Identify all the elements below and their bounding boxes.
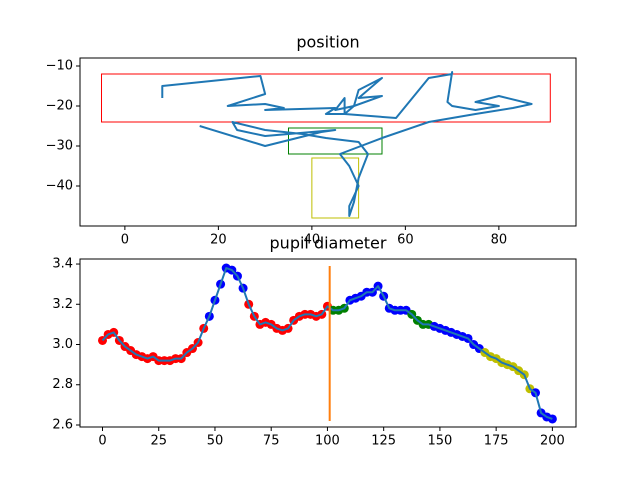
x-tick-label: 200 xyxy=(540,434,565,449)
chart-title: pupil diameter xyxy=(270,234,387,253)
plot-area xyxy=(101,71,551,219)
x-tick-label: 40 xyxy=(304,233,321,248)
y-tick-label: 2.6 xyxy=(52,417,73,432)
x-tick-label: 100 xyxy=(315,434,340,449)
x-tick-label: 175 xyxy=(484,434,509,449)
y-tick-label: 3.0 xyxy=(52,337,73,352)
x-tick-label: 150 xyxy=(427,434,452,449)
x-tick-label: 0 xyxy=(98,434,106,449)
x-tick-label: 60 xyxy=(397,233,414,248)
data-line xyxy=(101,267,553,420)
region-box xyxy=(101,73,551,123)
x-tick-label: 80 xyxy=(491,233,508,248)
x-tick-label: 50 xyxy=(207,434,224,449)
y-tick-label: 3.2 xyxy=(52,297,73,312)
chart-title: position xyxy=(296,33,359,52)
y-tick-label: −40 xyxy=(46,179,73,194)
y-tick-label: −20 xyxy=(46,99,73,114)
axes-frame xyxy=(79,57,577,227)
x-tick-label: 0 xyxy=(121,233,129,248)
x-tick-label: 75 xyxy=(263,434,280,449)
y-tick-label: −30 xyxy=(46,139,73,154)
data-line xyxy=(161,71,533,217)
axes: position 0 20 40 60 80 −10 −20 −30 −40 xyxy=(46,33,577,248)
x-tick-label: 20 xyxy=(210,233,227,248)
y-tick-label: −10 xyxy=(46,59,73,74)
marker xyxy=(547,414,557,424)
x-tick-label: 125 xyxy=(371,434,396,449)
y-tick-label: 3.4 xyxy=(52,257,73,272)
plot-area xyxy=(97,263,557,424)
axes-frame xyxy=(79,258,577,428)
y-tick-label: 2.8 xyxy=(52,377,73,392)
x-tick-label: 25 xyxy=(150,434,167,449)
